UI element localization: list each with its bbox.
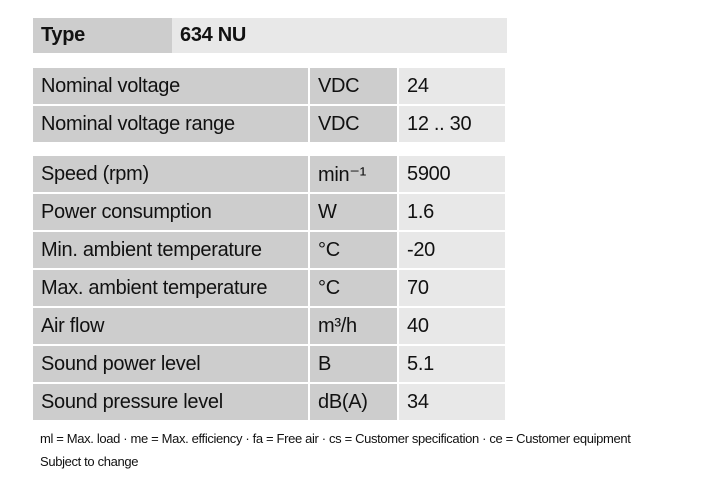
row-label: Sound pressure level <box>33 384 308 420</box>
row-value: 5900 <box>399 156 505 192</box>
row-label: Nominal voltage range <box>33 106 308 142</box>
row-value: 40 <box>399 308 505 344</box>
row-value: 70 <box>399 270 505 306</box>
row-value: 12 .. 30 <box>399 106 505 142</box>
row-unit: VDC <box>310 68 397 104</box>
row-label: Air flow <box>33 308 308 344</box>
row-label: Max. ambient temperature <box>33 270 308 306</box>
row-unit: VDC <box>310 106 397 142</box>
row-unit: W <box>310 194 397 230</box>
footer-note: Subject to change <box>40 454 139 469</box>
row-unit: m³/h <box>310 308 397 344</box>
row-unit: min⁻¹ <box>310 156 397 192</box>
type-value: 634 NU <box>172 18 507 53</box>
row-unit: dB(A) <box>310 384 397 420</box>
footer-legend: ml = Max. load · me = Max. efficiency · … <box>40 431 631 446</box>
row-value: 24 <box>399 68 505 104</box>
row-unit: B <box>310 346 397 382</box>
row-value: 1.6 <box>399 194 505 230</box>
row-label: Nominal voltage <box>33 68 308 104</box>
row-value: 5.1 <box>399 346 505 382</box>
row-unit: °C <box>310 270 397 306</box>
row-label: Min. ambient temperature <box>33 232 308 268</box>
row-value: -20 <box>399 232 505 268</box>
row-label: Power consumption <box>33 194 308 230</box>
row-label: Speed (rpm) <box>33 156 308 192</box>
row-value: 34 <box>399 384 505 420</box>
type-label: Type <box>33 18 172 53</box>
row-label: Sound power level <box>33 346 308 382</box>
row-unit: °C <box>310 232 397 268</box>
